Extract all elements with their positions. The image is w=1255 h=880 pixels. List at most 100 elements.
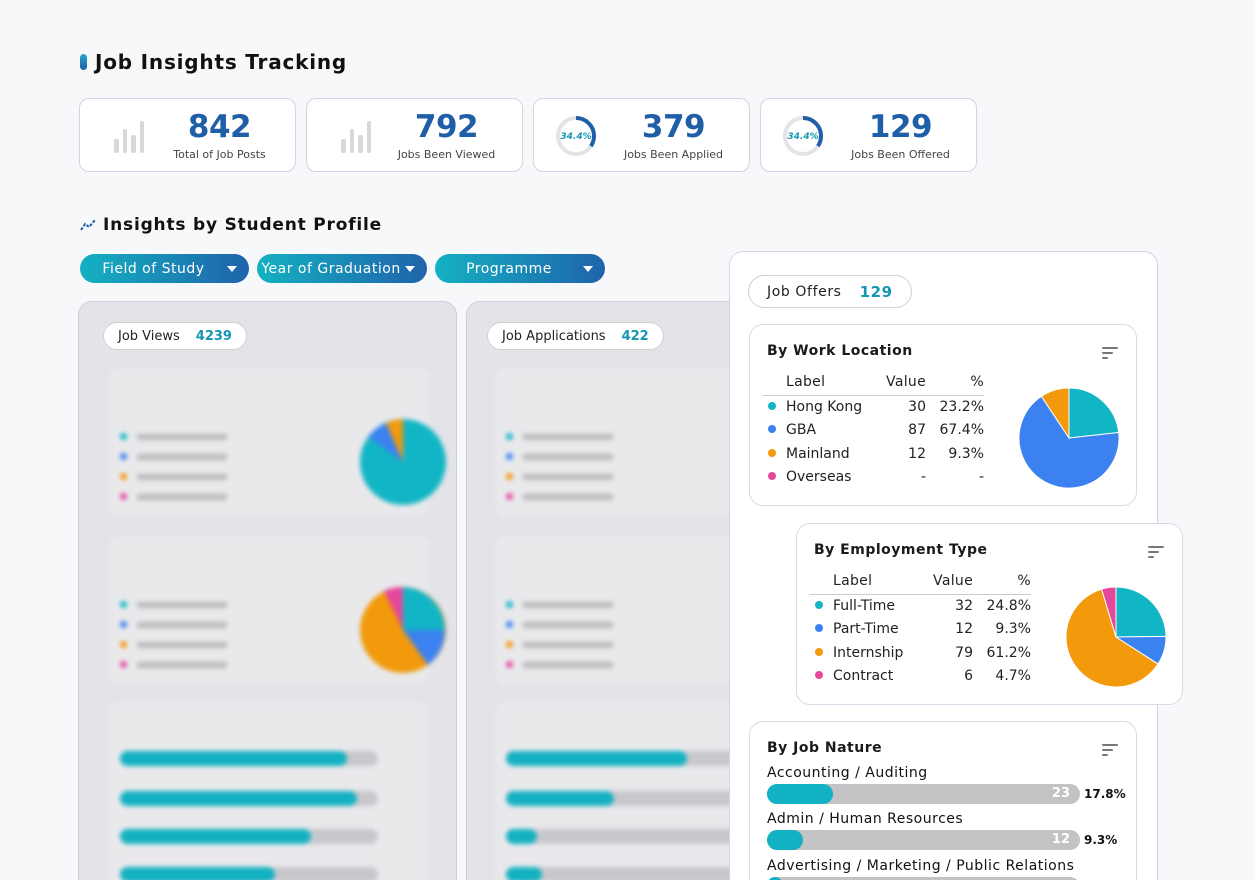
table-row: GBA 87 67.4% <box>762 419 984 443</box>
row-label: GBA <box>786 422 817 439</box>
ghost-bar <box>506 751 755 766</box>
row-percent: 67.4% <box>939 422 984 439</box>
page-header: Job Insights Tracking <box>80 50 347 74</box>
job-nature-bar: 23 <box>767 784 1080 804</box>
ghost-bar <box>120 829 378 844</box>
row-percent: - <box>978 469 984 486</box>
stat-label: Jobs Been Applied <box>623 148 724 161</box>
pie-slice-contract[interactable] <box>1100 586 1117 638</box>
filter-field-of-study[interactable]: Field of Study <box>80 254 249 283</box>
filter-label: Year of Graduation <box>261 260 401 277</box>
row-percent: 24.8% <box>986 598 1031 614</box>
ghost-bar <box>506 867 755 880</box>
stat-label: Jobs Been Offered <box>851 148 950 161</box>
legend-dot <box>815 601 823 609</box>
pie-slice-gba[interactable] <box>1018 395 1120 489</box>
job-views-panel: Job Views 4239 <box>78 301 457 880</box>
ghost-row <box>120 473 227 480</box>
stat-card-jobs-offered: 34.4% 129 Jobs Been Offered <box>760 98 977 172</box>
job-applications-label: Job Applications <box>502 328 606 344</box>
trend-line-icon <box>80 219 96 231</box>
card-title: By Work Location <box>767 343 913 359</box>
ghost-card <box>107 366 446 518</box>
filter-programme[interactable]: Programme <box>435 254 605 283</box>
work-location-table: Label Value % Hong Kong 30 23.2% GBA 87 … <box>762 373 984 489</box>
pie-slice-mainland[interactable] <box>1040 387 1070 440</box>
page-title: Job Insights Tracking <box>95 50 348 74</box>
legend-dot <box>768 448 776 457</box>
ghost-row <box>506 493 613 500</box>
caret-down-icon <box>227 265 237 272</box>
sort-icon[interactable] <box>1102 347 1118 360</box>
row-value: 87 <box>908 422 926 439</box>
stat-value: 792 <box>414 109 479 145</box>
ghost-card <box>493 366 755 518</box>
pie-slice-internship[interactable] <box>1065 588 1159 688</box>
pie-slice-full-time[interactable] <box>1115 586 1167 638</box>
job-applications-pill[interactable]: Job Applications 422 <box>487 322 664 350</box>
row-label: Overseas <box>786 469 852 486</box>
filter-label: Programme <box>466 260 552 277</box>
job-nature-bar <box>767 877 1080 880</box>
legend-dot <box>815 624 823 633</box>
stat-card-jobs-viewed: 792 Jobs Been Viewed <box>306 98 523 172</box>
ghost-bar <box>120 867 378 880</box>
row-value: 30 <box>908 399 926 415</box>
row-percent: 4.7% <box>995 668 1031 685</box>
header-label: Label <box>809 572 921 595</box>
job-applications-panel: Job Applications 422 <box>466 301 756 880</box>
row-label: Hong Kong <box>786 399 863 415</box>
pie-slice-hong-kong[interactable] <box>1068 387 1120 439</box>
ghost-row <box>120 433 227 440</box>
ring-text: 34.4% <box>787 132 818 142</box>
card-title: By Job Nature <box>767 740 883 756</box>
ghost-card <box>493 700 755 880</box>
job-nature-label: Accounting / Auditing <box>767 765 928 781</box>
stat-label: Total of Job Posts <box>173 148 266 161</box>
header-percent: % <box>926 373 984 396</box>
job-nature-bar: 12 <box>767 830 1080 850</box>
row-label: Part-Time <box>833 621 899 638</box>
row-label: Mainland <box>786 445 850 462</box>
row-value: 6 <box>964 668 973 685</box>
ghost-row <box>120 621 227 628</box>
sort-icon[interactable] <box>1148 546 1164 559</box>
ghost-row <box>506 661 613 668</box>
row-value: 79 <box>955 644 973 661</box>
row-value: 12 <box>908 445 926 462</box>
table-row: Part-Time 12 9.3% <box>809 618 1031 642</box>
job-nature-bar-fill <box>767 877 783 880</box>
ghost-row <box>506 453 613 460</box>
bar-chart-icon <box>341 119 371 153</box>
ghost-row <box>120 453 227 460</box>
header-value: Value <box>874 373 926 396</box>
section-header: Insights by Student Profile <box>80 215 382 235</box>
section-title: Insights by Student Profile <box>103 215 382 235</box>
ghost-pie <box>360 419 446 505</box>
job-nature-label: Advertising / Marketing / Public Relatio… <box>767 858 1075 874</box>
header-percent: % <box>973 572 1031 595</box>
table-header: Label Value % <box>809 572 1031 595</box>
legend-dot <box>815 647 823 656</box>
ghost-row <box>506 641 613 648</box>
ghost-card <box>107 700 431 880</box>
ghost-bar <box>506 829 755 844</box>
row-value: - <box>920 469 926 486</box>
ghost-bar <box>506 791 755 806</box>
row-percent: 9.3% <box>995 621 1031 638</box>
table-row: Hong Kong 30 23.2% <box>762 395 984 419</box>
employment-type-table: Label Value % Full-Time 32 24.8% Part-Ti… <box>809 572 1031 688</box>
stat-label: Jobs Been Viewed <box>397 148 496 161</box>
job-views-pill[interactable]: Job Views 4239 <box>103 322 247 350</box>
filter-year-of-graduation[interactable]: Year of Graduation <box>257 254 427 283</box>
stat-value: 842 <box>187 109 252 145</box>
sort-icon[interactable] <box>1102 744 1118 757</box>
job-offers-pill[interactable]: Job Offers 129 <box>748 275 912 308</box>
job-nature-percent: 17.8% <box>1084 787 1126 801</box>
table-row: Overseas - - <box>762 466 984 490</box>
ring-progress-icon: 34.4% <box>556 116 596 156</box>
job-nature-value: 23 <box>1051 786 1070 801</box>
ghost-row <box>120 661 227 668</box>
ghost-row <box>120 493 227 500</box>
row-percent: 9.3% <box>948 445 984 462</box>
